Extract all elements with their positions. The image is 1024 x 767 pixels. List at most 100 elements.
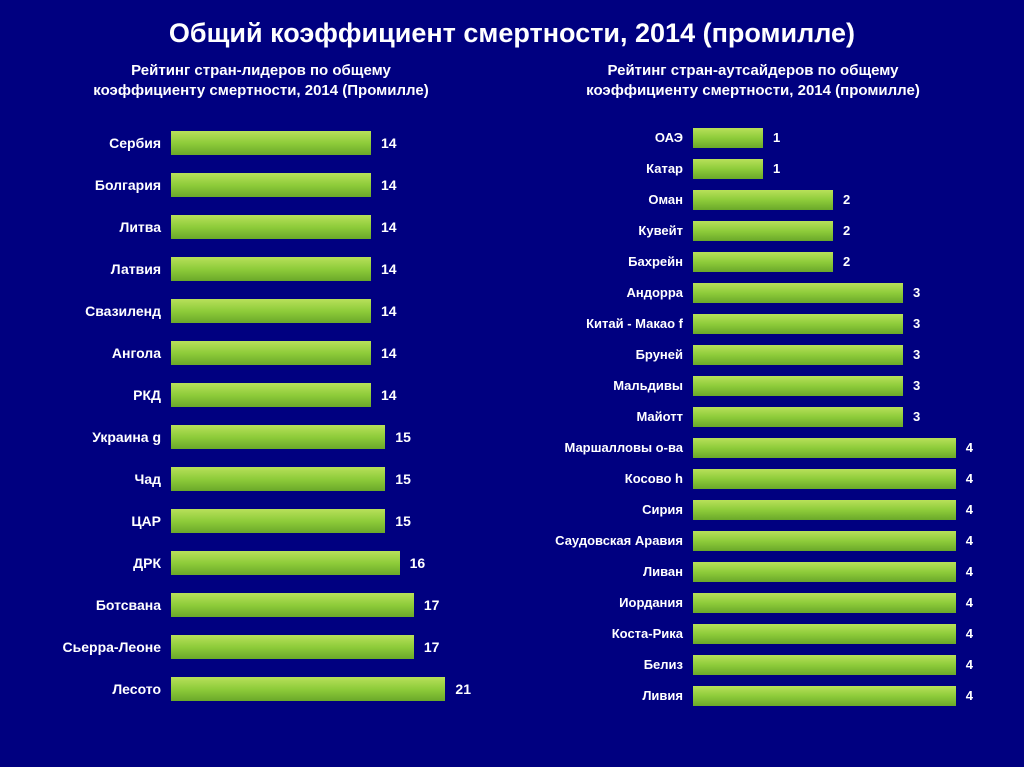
bar-row: Латвия14 bbox=[51, 248, 471, 290]
bar-fill bbox=[693, 686, 956, 706]
bar-track: 3 bbox=[693, 376, 973, 396]
bar-label: Майотт bbox=[533, 409, 693, 424]
bar-value: 3 bbox=[913, 316, 920, 331]
bar-value: 4 bbox=[966, 471, 973, 486]
left-chart-panel: Рейтинг стран-лидеров по общему коэффици… bbox=[51, 61, 471, 711]
bar-row: РКД 14 bbox=[51, 374, 471, 416]
bar-row: Бахрейн2 bbox=[533, 246, 973, 277]
bar-row: Белиз 4 bbox=[533, 649, 973, 680]
bar-value: 14 bbox=[381, 135, 397, 151]
right-bars-area: ОАЭ1Катар1Оман2Кувейт2Бахрейн2Андорра3Ки… bbox=[533, 122, 973, 711]
bar-label: Лесото bbox=[51, 681, 171, 697]
bar-row: Майотт3 bbox=[533, 401, 973, 432]
bar-label: Маршалловы о-ва bbox=[533, 440, 693, 455]
bar-track: 2 bbox=[693, 190, 973, 210]
bar-row: Китай - Макао f3 bbox=[533, 308, 973, 339]
bar-value: 14 bbox=[381, 303, 397, 319]
bar-track: 14 bbox=[171, 257, 471, 281]
bar-label: РКД bbox=[51, 387, 171, 403]
bar-label: Сирия bbox=[533, 502, 693, 517]
bar-track: 14 bbox=[171, 341, 471, 365]
bar-value: 4 bbox=[966, 502, 973, 517]
bar-track: 1 bbox=[693, 159, 973, 179]
bar-fill bbox=[171, 635, 414, 659]
bar-value: 4 bbox=[966, 688, 973, 703]
bar-track: 4 bbox=[693, 500, 973, 520]
bar-fill bbox=[693, 159, 763, 179]
bar-track: 3 bbox=[693, 314, 973, 334]
bar-row: Свазиленд 14 bbox=[51, 290, 471, 332]
bar-value: 4 bbox=[966, 595, 973, 610]
bar-row: Сербия14 bbox=[51, 122, 471, 164]
bar-fill bbox=[693, 190, 833, 210]
bar-row: Катар1 bbox=[533, 153, 973, 184]
bar-label: Кувейт bbox=[533, 223, 693, 238]
bar-track: 21 bbox=[171, 677, 471, 701]
bar-fill bbox=[171, 131, 371, 155]
bar-value: 2 bbox=[843, 223, 850, 238]
bar-fill bbox=[693, 221, 833, 241]
bar-track: 4 bbox=[693, 531, 973, 551]
bar-fill bbox=[171, 173, 371, 197]
bar-label: Мальдивы bbox=[533, 378, 693, 393]
bar-track: 2 bbox=[693, 252, 973, 272]
bar-track: 3 bbox=[693, 283, 973, 303]
bar-track: 4 bbox=[693, 686, 973, 706]
bar-value: 4 bbox=[966, 440, 973, 455]
bar-track: 14 bbox=[171, 173, 471, 197]
bar-track: 3 bbox=[693, 407, 973, 427]
bar-fill bbox=[171, 551, 400, 575]
bar-track: 4 bbox=[693, 624, 973, 644]
bar-fill bbox=[693, 128, 763, 148]
bar-value: 3 bbox=[913, 378, 920, 393]
bar-fill bbox=[693, 252, 833, 272]
bar-label: Катар bbox=[533, 161, 693, 176]
bar-row: Андорра3 bbox=[533, 277, 973, 308]
bar-fill bbox=[171, 425, 385, 449]
bar-label: Белиз bbox=[533, 657, 693, 672]
bar-row: Иордания4 bbox=[533, 587, 973, 618]
bar-value: 16 bbox=[410, 555, 426, 571]
bar-value: 17 bbox=[424, 597, 440, 613]
charts-container: Рейтинг стран-лидеров по общему коэффици… bbox=[0, 61, 1024, 711]
bar-fill bbox=[171, 215, 371, 239]
bar-value: 4 bbox=[966, 626, 973, 641]
bar-fill bbox=[693, 345, 903, 365]
bar-fill bbox=[693, 593, 956, 613]
bar-row: Сьерра-Леоне 17 bbox=[51, 626, 471, 668]
bar-label: Сьерра-Леоне bbox=[51, 639, 171, 655]
bar-fill bbox=[171, 509, 385, 533]
bar-row: Болгария14 bbox=[51, 164, 471, 206]
bar-label: Чад bbox=[51, 471, 171, 487]
bar-fill bbox=[693, 376, 903, 396]
bar-track: 16 bbox=[171, 551, 471, 575]
bar-value: 4 bbox=[966, 657, 973, 672]
bar-label: Андорра bbox=[533, 285, 693, 300]
bar-label: Косово h bbox=[533, 471, 693, 486]
bar-label: Коста-Рика bbox=[533, 626, 693, 641]
bar-row: Коста-Рика 4 bbox=[533, 618, 973, 649]
bar-label: Ливан bbox=[533, 564, 693, 579]
bar-fill bbox=[171, 383, 371, 407]
bar-value: 14 bbox=[381, 261, 397, 277]
bar-row: Ливия4 bbox=[533, 680, 973, 711]
bar-fill bbox=[693, 562, 956, 582]
bar-fill bbox=[693, 500, 956, 520]
bar-value: 2 bbox=[843, 192, 850, 207]
left-chart-subtitle: Рейтинг стран-лидеров по общему коэффици… bbox=[81, 61, 441, 100]
bar-fill bbox=[171, 299, 371, 323]
bar-row: Сирия 4 bbox=[533, 494, 973, 525]
bar-value: 14 bbox=[381, 345, 397, 361]
bar-fill bbox=[171, 257, 371, 281]
bar-label: Свазиленд bbox=[51, 303, 171, 319]
bar-value: 15 bbox=[395, 429, 411, 445]
bar-row: Косово h 4 bbox=[533, 463, 973, 494]
bar-value: 14 bbox=[381, 387, 397, 403]
bar-value: 17 bbox=[424, 639, 440, 655]
bar-fill bbox=[171, 341, 371, 365]
bar-track: 2 bbox=[693, 221, 973, 241]
bar-row: Чад15 bbox=[51, 458, 471, 500]
bar-value: 4 bbox=[966, 564, 973, 579]
bar-fill bbox=[693, 469, 956, 489]
bar-fill bbox=[171, 677, 445, 701]
